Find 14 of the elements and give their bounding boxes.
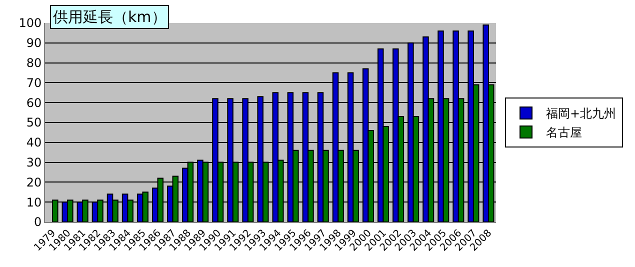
y-tick-label: 20 (26, 175, 42, 190)
y-tick-label: 10 (26, 195, 42, 210)
y-tick-label: 30 (26, 156, 42, 170)
y-tick-label: 70 (26, 76, 42, 90)
y-tick-label: 90 (26, 36, 42, 50)
y-tick-label: 40 (26, 136, 42, 150)
y-tick-label: 80 (26, 56, 42, 70)
y-tick-label: 100 (18, 16, 42, 30)
y-tick-label: 0 (34, 215, 42, 230)
y-tick-label: 60 (26, 96, 42, 110)
chart-title: 供用延長（km） (53, 8, 166, 26)
y-tick-label: 50 (26, 116, 42, 130)
legend-label: 名古屋 (546, 126, 582, 140)
legend-label: 福岡+北九州 (546, 106, 616, 121)
